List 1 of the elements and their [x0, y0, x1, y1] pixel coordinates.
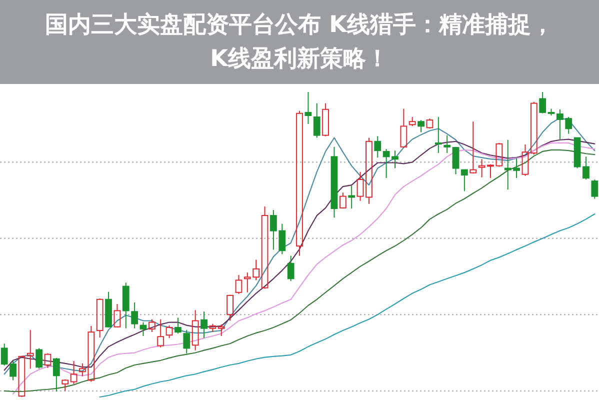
title: 国内三大实盘配资平台公布 K线猎手：精准捕捉，K线盈利新策略！ [44, 11, 555, 74]
